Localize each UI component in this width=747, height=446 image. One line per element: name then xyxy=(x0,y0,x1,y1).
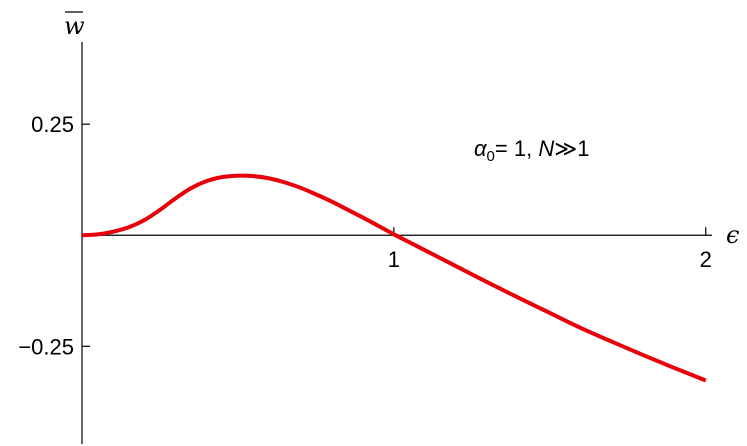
x-tick-label: 1 xyxy=(388,247,400,272)
series-layer xyxy=(81,173,707,383)
alpha-subscript: 0 xyxy=(487,148,495,165)
parameter-annotation: α0= 1, N≫1 xyxy=(474,136,589,165)
axes xyxy=(81,42,712,444)
alpha-symbol: α xyxy=(474,136,488,161)
n-symbol: N xyxy=(538,136,554,161)
x-axis-label: ϵ xyxy=(726,221,739,249)
ticks: 1 2 0.25 −0.25 xyxy=(18,112,712,359)
y-tick-label: 0.25 xyxy=(31,112,74,137)
x-tick-label: 2 xyxy=(700,247,712,272)
series-line xyxy=(81,173,707,383)
n-relation: ≫1 xyxy=(554,136,589,161)
y-axis-label: w xyxy=(64,12,85,40)
alpha-value: = 1, xyxy=(495,136,538,161)
y-tick-label: −0.25 xyxy=(18,334,74,359)
